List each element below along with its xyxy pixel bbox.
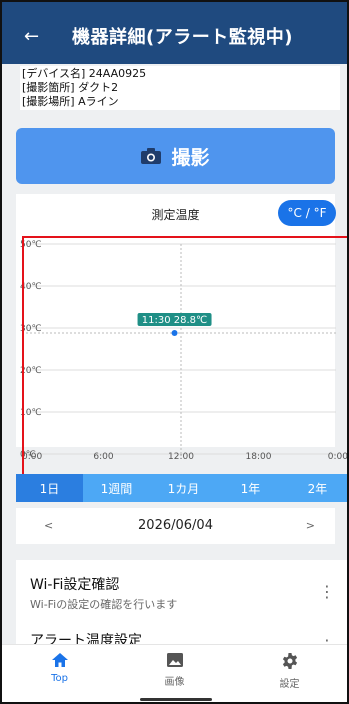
home-indicator xyxy=(140,698,212,701)
y-tick-label: 40℃ xyxy=(20,282,42,292)
y-tick-label: 10℃ xyxy=(20,408,42,418)
x-tick-label: 0:00 xyxy=(22,452,42,462)
capture-location: [撮影箇所] ダクト2 xyxy=(22,81,119,94)
range-tab[interactable]: 1日 xyxy=(16,474,83,502)
x-tick-label: 12:00 xyxy=(168,452,194,462)
camera-icon xyxy=(141,148,162,164)
range-tab[interactable]: 1週間 xyxy=(100,481,133,496)
nav-images[interactable]: 画像 xyxy=(117,645,232,702)
data-point xyxy=(171,330,178,337)
device-info: [デバイス名] 24AA0925 [撮影箇所] ダクト2 [撮影場所] Aライン xyxy=(20,66,340,110)
nav-label: 設定 xyxy=(279,679,300,690)
temperature-chart: 0℃ 10℃ 20℃ 30℃ 40℃ 50℃ 0:00 6:00 12:00 18:00 0:00 1… xyxy=(20,240,348,462)
nav-label: Top xyxy=(51,673,68,684)
page-title: 機器詳細(アラート監視中) xyxy=(72,27,293,48)
x-tick-label: 18:00 xyxy=(246,452,272,462)
nav-top[interactable]: Top xyxy=(2,645,117,702)
unit-toggle-button[interactable]: °C / °F xyxy=(278,200,336,226)
gear-icon xyxy=(282,653,298,672)
date-navigation: < 2026/06/04 > xyxy=(16,508,335,544)
x-tick-label: 6:00 xyxy=(93,452,113,462)
nav-label: 画像 xyxy=(164,677,185,688)
capture-place: [撮影場所] Aライン xyxy=(22,95,119,108)
back-arrow-icon[interactable]: ← xyxy=(24,26,40,47)
app-bar: ← 機器詳細(アラート監視中) xyxy=(2,2,347,64)
menu-item-wifi[interactable]: Wi-Fi設定確認 Wi-Fiの設定の確認を行います xyxy=(30,574,330,612)
more-vert-icon[interactable]: ⋮ xyxy=(319,582,335,601)
chart-title: 測定温度 xyxy=(151,208,200,222)
device-name: [デバイス名] 24AA0925 xyxy=(22,67,147,80)
x-tick-label: 0:00 xyxy=(328,452,348,462)
next-date-button[interactable]: > xyxy=(305,519,315,532)
point-label-bg xyxy=(137,313,212,327)
bottom-navigation: Top 画像 設定 xyxy=(2,644,347,702)
menu-item-title: Wi-Fi設定確認 xyxy=(30,577,120,593)
settings-menu: Wi-Fi設定確認 Wi-Fiの設定の確認を行います ⋮ アラート温度設定 ⋮ xyxy=(16,560,347,660)
y-tick-label: 20℃ xyxy=(20,366,42,376)
range-tab[interactable]: 1年 xyxy=(240,481,261,496)
menu-item-subtitle: Wi-Fiの設定の確認を行います xyxy=(30,598,178,611)
range-tabs: 1日 1週間 1カ月 1年 2年 xyxy=(16,474,347,502)
y-tick-label: 30℃ xyxy=(20,324,42,334)
nav-settings[interactable]: 設定 xyxy=(232,645,347,702)
capture-button[interactable]: 撮影 xyxy=(16,128,335,184)
range-tab[interactable]: 1カ月 xyxy=(167,481,200,496)
y-tick-label: 0℃ xyxy=(20,450,36,460)
image-icon xyxy=(166,653,183,670)
y-tick-label: 50℃ xyxy=(20,240,42,250)
point-label: 11:30 28.8℃ xyxy=(142,315,208,326)
capture-label: 撮影 xyxy=(171,146,210,169)
prev-date-button[interactable]: < xyxy=(44,519,54,532)
current-date: 2026/06/04 xyxy=(138,518,213,533)
home-icon xyxy=(51,653,68,670)
range-tab[interactable]: 2年 xyxy=(307,481,328,496)
